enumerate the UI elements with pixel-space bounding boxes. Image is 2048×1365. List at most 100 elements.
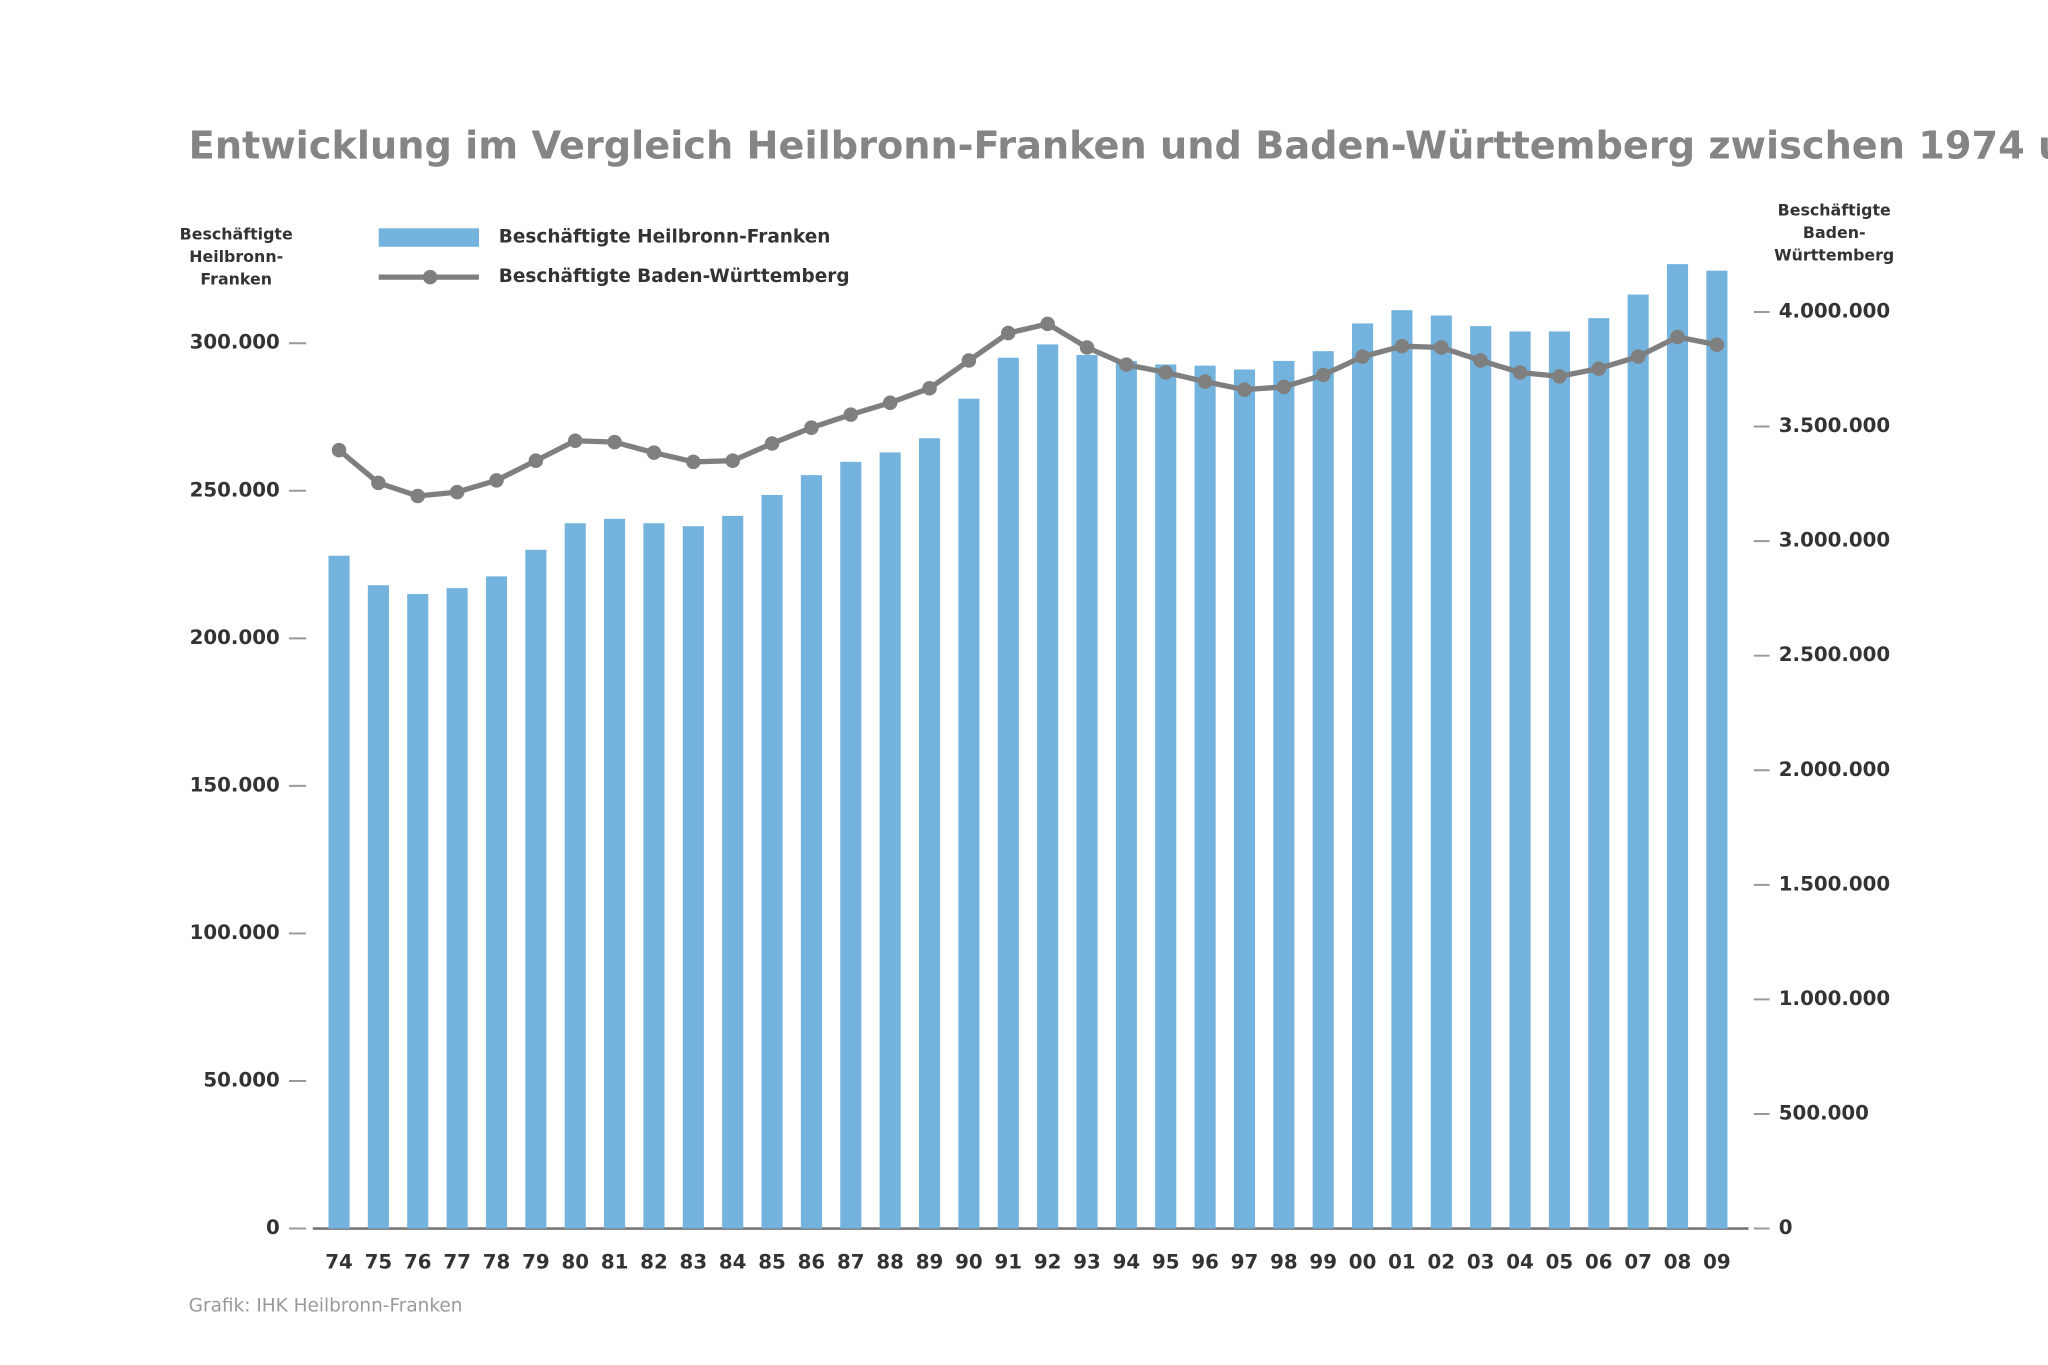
- line-point: [764, 436, 780, 451]
- bar: [564, 523, 586, 1229]
- y2-tick-label: 2.500.000: [1779, 643, 1890, 666]
- x-tick-label: 87: [837, 1250, 865, 1273]
- x-tick-label: 03: [1467, 1250, 1495, 1273]
- y2-tick-label: 2.000.000: [1779, 758, 1890, 781]
- bar: [1076, 355, 1098, 1229]
- x-tick-label: 81: [601, 1250, 629, 1273]
- bar: [682, 526, 704, 1229]
- x-tick-label: 78: [483, 1250, 511, 1273]
- bar: [879, 452, 901, 1229]
- legend-swatch: [378, 228, 480, 247]
- x-tick-label: 75: [365, 1250, 393, 1273]
- y2-tick-label: 500.000: [1779, 1101, 1869, 1124]
- y2-tick-label: 3.000.000: [1779, 529, 1890, 552]
- x-tick-label: 82: [640, 1250, 668, 1273]
- x-tick-label: 02: [1428, 1250, 1456, 1273]
- bar: [367, 585, 389, 1229]
- x-tick-label: 77: [443, 1250, 471, 1273]
- x-tick-label: 00: [1349, 1250, 1377, 1273]
- x-tick-label: 96: [1191, 1250, 1219, 1273]
- y2-tick-label: 4.000.000: [1779, 299, 1890, 322]
- x-tick-label: 76: [404, 1250, 432, 1273]
- line-point: [1591, 361, 1607, 376]
- bar: [1666, 264, 1689, 1229]
- y-tick-label: 0: [266, 1216, 280, 1239]
- legend-label: Beschäftigte Baden-Württemberg: [499, 266, 850, 287]
- bar: [1470, 326, 1492, 1229]
- line-point: [331, 442, 347, 458]
- line-point: [1473, 353, 1488, 368]
- bar: [1037, 344, 1059, 1229]
- x-tick-label: 99: [1309, 1250, 1337, 1273]
- line-point: [1709, 337, 1725, 353]
- bar: [525, 549, 547, 1229]
- y-tick-label: 200.000: [190, 626, 280, 649]
- line-point: [1197, 374, 1213, 389]
- x-tick-label: 07: [1624, 1250, 1652, 1273]
- x-tick-label: 83: [680, 1250, 708, 1273]
- line-point: [1158, 365, 1174, 380]
- x-tick-label: 80: [561, 1250, 589, 1273]
- bar: [407, 594, 429, 1229]
- x-tick-label: 86: [798, 1250, 826, 1273]
- bar: [328, 555, 350, 1229]
- x-tick-label: 91: [995, 1250, 1023, 1273]
- line-point: [1040, 316, 1055, 332]
- bar: [1273, 360, 1295, 1229]
- line-point: [1670, 329, 1685, 345]
- bar: [1627, 294, 1649, 1229]
- x-tick-label: 74: [325, 1250, 353, 1273]
- bar: [761, 494, 783, 1229]
- x-tick-label: 94: [1113, 1250, 1141, 1273]
- legend-swatch: [422, 269, 438, 285]
- x-tick-label: 09: [1703, 1250, 1731, 1273]
- y2-tick-label: 3.500.000: [1779, 414, 1890, 437]
- bar: [1352, 323, 1374, 1229]
- y-tick-label: 250.000: [190, 478, 280, 501]
- bar: [604, 518, 626, 1229]
- x-tick-label: 88: [876, 1250, 904, 1273]
- x-tick-label: 08: [1664, 1250, 1692, 1273]
- line-point: [1512, 365, 1528, 380]
- bar: [722, 515, 744, 1229]
- line-point: [1434, 340, 1449, 355]
- bar: [1115, 360, 1137, 1229]
- line-point: [1237, 382, 1252, 397]
- y-tick-label: 100.000: [190, 921, 280, 944]
- bar: [1155, 364, 1177, 1229]
- y-axis-title: Franken: [200, 269, 272, 288]
- y-tick-label: 50.000: [203, 1068, 279, 1091]
- y2-axis-title: Württemberg: [1774, 246, 1894, 265]
- x-tick-label: 93: [1073, 1250, 1101, 1273]
- x-tick-label: 04: [1506, 1250, 1534, 1273]
- line-point: [1315, 367, 1331, 383]
- y-tick-label: 150.000: [190, 773, 280, 796]
- bar: [1548, 331, 1570, 1229]
- line-point: [646, 445, 662, 460]
- bar: [485, 576, 508, 1229]
- line-point: [882, 395, 898, 410]
- line-point: [449, 484, 465, 500]
- y2-axis-title: Baden-: [1803, 223, 1866, 242]
- bar: [1194, 365, 1216, 1229]
- line-point: [922, 381, 937, 396]
- bar: [1588, 318, 1610, 1229]
- x-tick-label: 92: [1034, 1250, 1062, 1273]
- bar: [1509, 331, 1531, 1229]
- y2-axis-title: Beschäftigte: [1778, 201, 1891, 220]
- bar: [997, 357, 1019, 1229]
- bar: [446, 588, 468, 1229]
- line-point: [1630, 349, 1646, 364]
- line-point: [607, 434, 622, 450]
- x-tick-label: 90: [955, 1250, 983, 1273]
- chart-title: Entwicklung im Vergleich Heilbronn-Frank…: [189, 123, 2048, 168]
- x-tick-label: 89: [916, 1250, 944, 1273]
- source: Grafik: IHK Heilbronn-Franken: [189, 1295, 463, 1316]
- line-point: [1079, 340, 1095, 355]
- line-point: [843, 407, 859, 422]
- x-tick-label: 01: [1388, 1250, 1416, 1273]
- y-axis-title: Heilbronn-: [189, 247, 283, 266]
- x-tick-label: 79: [522, 1250, 550, 1273]
